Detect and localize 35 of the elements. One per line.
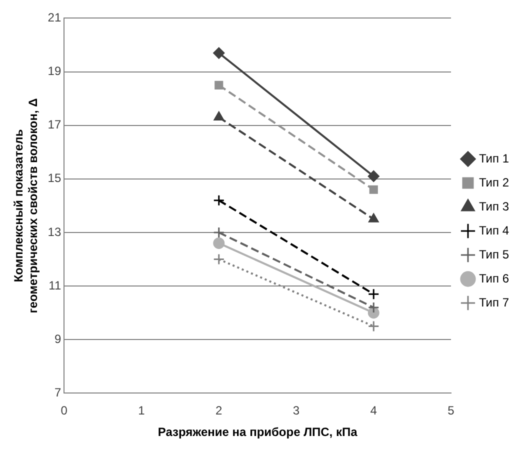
y-tick-label: 9 (54, 332, 62, 346)
y-axis-title: Комплексный показатель геометрических свойств волокон, Δ (12, 98, 40, 314)
point (368, 288, 380, 300)
point (368, 170, 380, 182)
x-tick-label: 4 (370, 404, 378, 418)
y-tick-label: 7 (54, 386, 62, 400)
x-tick-label: 1 (138, 404, 146, 418)
legend-label: Тип 4 (478, 223, 510, 238)
point (369, 185, 378, 194)
point (213, 254, 225, 266)
point (368, 302, 380, 314)
y-tick-label: 11 (48, 278, 62, 292)
point (213, 237, 225, 249)
legend-label: Тип 2 (478, 175, 510, 190)
legend-label: Тип 7 (478, 295, 510, 310)
x-tick-label: 3 (292, 404, 300, 418)
y-tick-label: 19 (48, 64, 62, 78)
y-tick-label: 15 (48, 171, 62, 186)
x-tick-label: 5 (448, 404, 455, 418)
y-tick-label: 13 (48, 224, 62, 239)
point (213, 47, 225, 59)
legend-label: Тип 1 (478, 151, 510, 166)
x-tick-label: 2 (216, 404, 223, 418)
x-axis-title: Разряжение на приборе ЛПС, кПа (158, 425, 358, 440)
point (368, 320, 380, 332)
y-tick-label: 17 (48, 118, 62, 132)
y-tick-label: 21 (48, 10, 62, 25)
point (213, 194, 225, 206)
point (213, 226, 225, 238)
x-tick-label: 0 (60, 404, 68, 418)
point (368, 307, 380, 319)
point (214, 80, 224, 90)
legend-label: Тип 6 (478, 271, 510, 286)
legend-label: Тип 5 (478, 247, 510, 262)
legend-label: Тип 3 (478, 199, 510, 214)
